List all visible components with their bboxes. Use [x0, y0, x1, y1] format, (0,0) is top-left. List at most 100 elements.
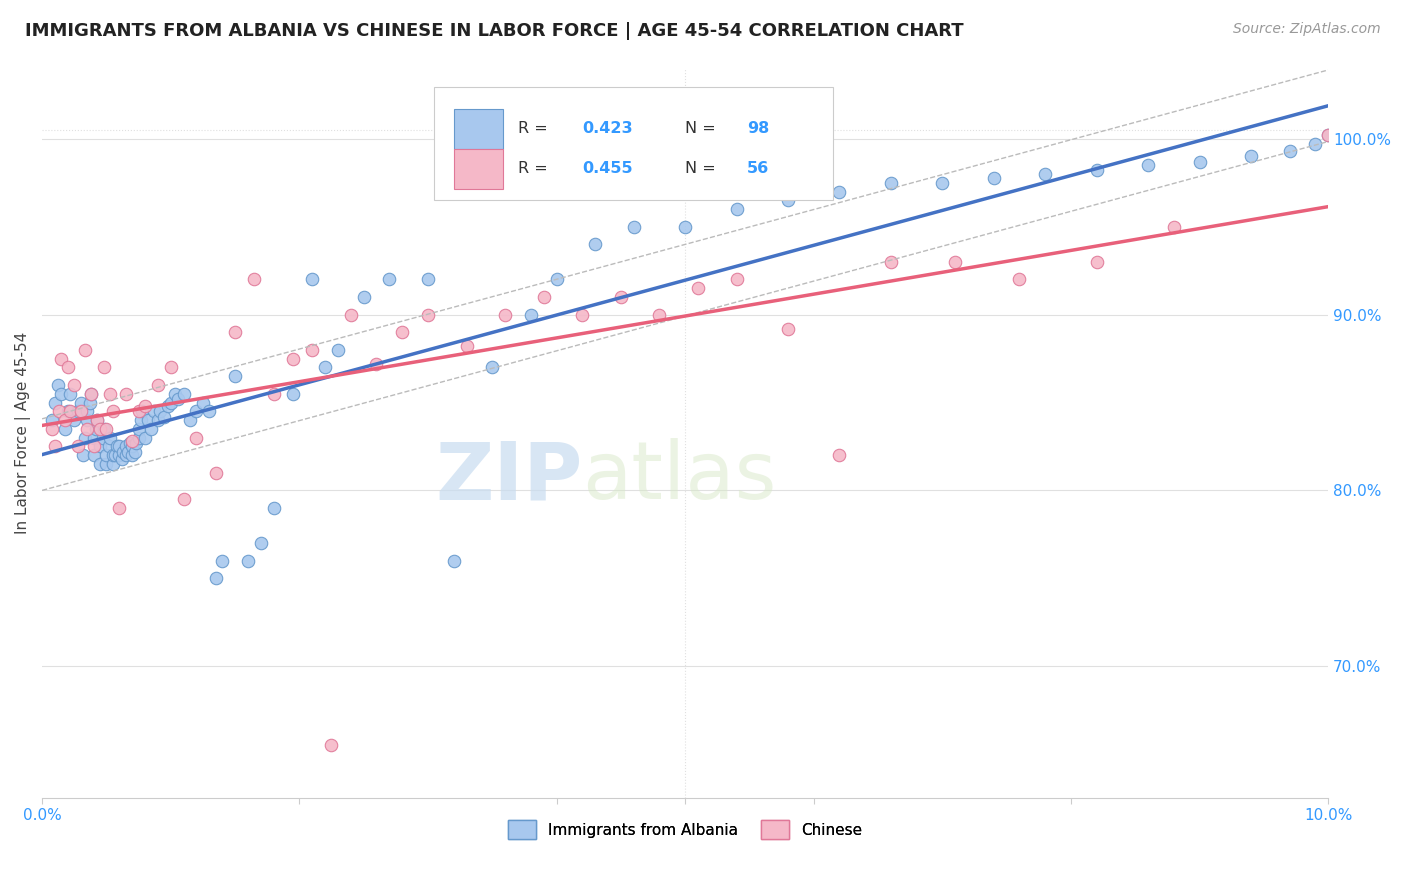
Text: Source: ZipAtlas.com: Source: ZipAtlas.com — [1233, 22, 1381, 37]
Point — [281, 351, 304, 366]
Text: N =: N = — [685, 121, 721, 136]
Point — [880, 255, 903, 269]
Point — [51, 351, 73, 366]
Point — [163, 386, 186, 401]
Point — [128, 431, 150, 445]
Point — [533, 290, 555, 304]
Point — [56, 360, 79, 375]
Point — [1188, 154, 1211, 169]
Point — [571, 308, 593, 322]
Point — [249, 536, 271, 550]
Point — [281, 386, 304, 401]
Point — [41, 413, 63, 427]
Point — [121, 448, 143, 462]
Text: ZIP: ZIP — [434, 438, 582, 516]
Point — [416, 308, 439, 322]
Point — [204, 571, 226, 585]
Point — [131, 404, 153, 418]
Point — [776, 321, 799, 335]
Point — [481, 360, 503, 375]
Text: IMMIGRANTS FROM ALBANIA VS CHINESE IN LABOR FORCE | AGE 45-54 CORRELATION CHART: IMMIGRANTS FROM ALBANIA VS CHINESE IN LA… — [25, 22, 965, 40]
Point — [121, 434, 143, 449]
Point — [108, 448, 131, 462]
Point — [108, 440, 131, 454]
Point — [224, 325, 246, 339]
Point — [725, 202, 748, 216]
Point — [44, 395, 66, 409]
Point — [76, 404, 98, 418]
Point — [84, 422, 107, 436]
Point — [1085, 255, 1108, 269]
Point — [96, 422, 118, 436]
Point — [211, 554, 233, 568]
Point — [59, 404, 82, 418]
Point — [69, 404, 91, 418]
Text: 0.423: 0.423 — [582, 121, 633, 136]
Point — [72, 448, 94, 462]
Point — [648, 308, 671, 322]
Point — [89, 440, 111, 454]
Point — [159, 360, 181, 375]
FancyBboxPatch shape — [454, 149, 502, 189]
Point — [725, 272, 748, 286]
Point — [112, 444, 135, 458]
Point — [1317, 128, 1340, 143]
Point — [114, 440, 136, 454]
Point — [776, 194, 799, 208]
Point — [943, 255, 966, 269]
Point — [173, 492, 195, 507]
Point — [114, 386, 136, 401]
Point — [98, 440, 121, 454]
FancyBboxPatch shape — [454, 109, 502, 149]
Point — [828, 448, 851, 462]
Point — [104, 448, 127, 462]
Point — [128, 404, 150, 418]
Point — [339, 308, 361, 322]
Text: R =: R = — [517, 121, 553, 136]
Point — [56, 404, 79, 418]
Point — [80, 386, 103, 401]
Point — [96, 448, 118, 462]
Point — [134, 399, 156, 413]
Point — [673, 219, 696, 234]
Point — [1278, 144, 1301, 158]
Point — [73, 431, 96, 445]
Point — [41, 422, 63, 436]
Point — [89, 457, 111, 471]
Point — [443, 554, 465, 568]
Point — [117, 444, 139, 458]
Point — [98, 386, 121, 401]
Text: 0.455: 0.455 — [582, 161, 633, 177]
Point — [114, 448, 136, 462]
Point — [93, 422, 115, 436]
Point — [263, 386, 285, 401]
Point — [263, 501, 285, 516]
Point — [93, 360, 115, 375]
Point — [243, 272, 266, 286]
Point — [48, 404, 70, 418]
FancyBboxPatch shape — [434, 87, 832, 200]
Point — [101, 457, 124, 471]
Point — [224, 369, 246, 384]
Point — [101, 448, 124, 462]
Point — [173, 386, 195, 401]
Point — [63, 378, 86, 392]
Text: R =: R = — [517, 161, 553, 177]
Point — [366, 357, 388, 371]
Point — [157, 399, 180, 413]
Legend: Immigrants from Albania, Chinese: Immigrants from Albania, Chinese — [502, 814, 868, 845]
Point — [610, 290, 633, 304]
Point — [186, 431, 208, 445]
Point — [76, 422, 98, 436]
Point — [73, 343, 96, 357]
Point — [314, 360, 336, 375]
Point — [326, 343, 349, 357]
Point — [141, 422, 163, 436]
Point — [378, 272, 401, 286]
Point — [204, 466, 226, 480]
Point — [353, 290, 375, 304]
Point — [186, 404, 208, 418]
Point — [53, 413, 76, 427]
Point — [111, 451, 134, 466]
Point — [583, 237, 606, 252]
